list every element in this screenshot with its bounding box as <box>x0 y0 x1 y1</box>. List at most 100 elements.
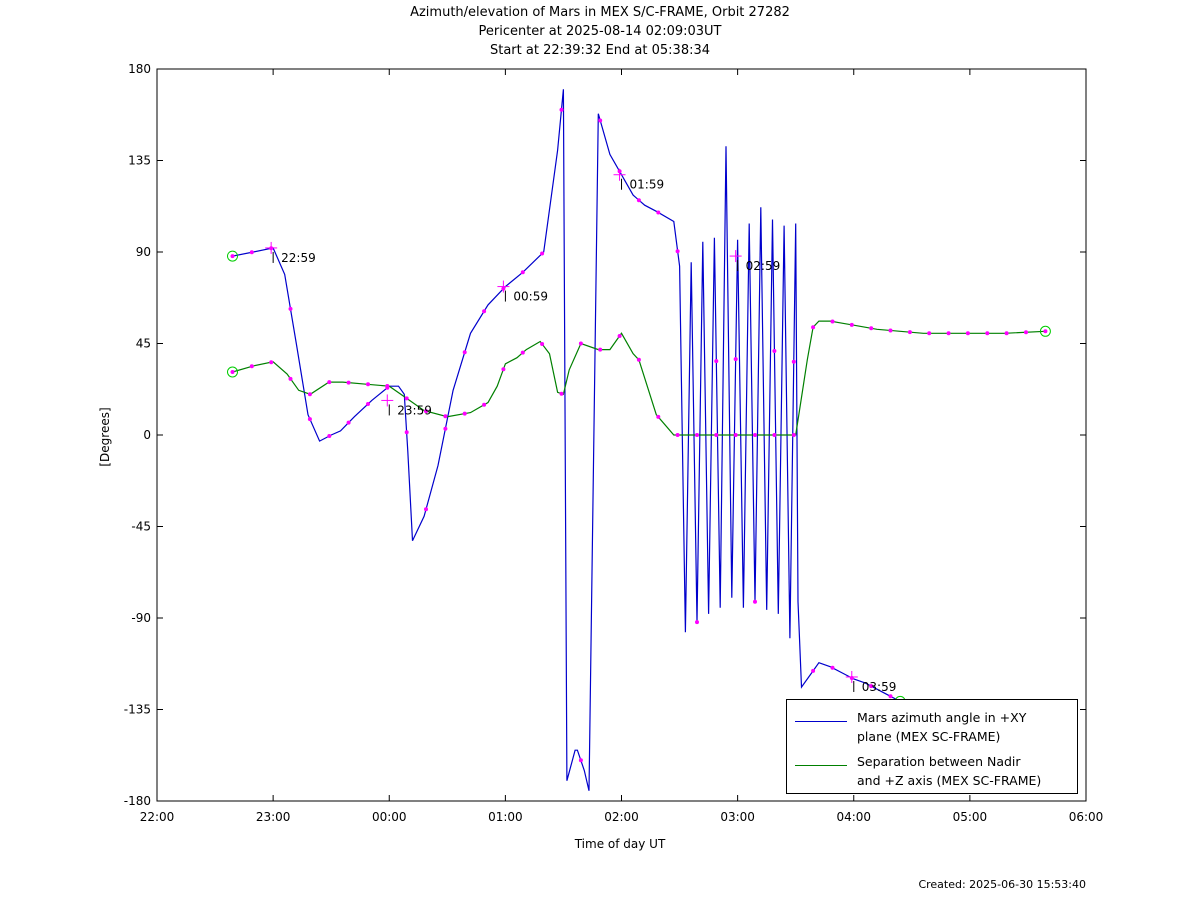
hour-label: 23:59 <box>397 403 432 417</box>
y-axis-label: [Degrees] <box>98 407 112 466</box>
time-annotations: 22:59 23:59 00:59 01:59 02:59 03:59 <box>265 168 897 694</box>
marker-separation <box>888 328 893 333</box>
marker-separation <box>366 382 370 387</box>
marker-separation <box>946 331 951 336</box>
y-tick-label: -135 <box>124 703 151 717</box>
y-tick-label: 180 <box>128 62 151 76</box>
marker-azimuth <box>791 359 796 364</box>
hour-label: 01:59 <box>630 178 665 192</box>
marker-azimuth <box>714 359 719 364</box>
legend-label-azimuth-line2: plane (MEX SC-FRAME) <box>857 729 1001 744</box>
hour-label: 22:59 <box>281 251 316 265</box>
marker-azimuth <box>540 251 545 256</box>
marker-azimuth <box>656 210 661 215</box>
created-timestamp: Created: 2025-06-30 15:53:40 <box>918 878 1086 891</box>
legend-label-azimuth-line1: Mars azimuth angle in +XY <box>857 710 1027 725</box>
axis-ticks: 22:00 23:00 00:00 01:00 02:00 03:00 04:00 05:00… <box>124 62 1104 824</box>
endpoint-marker <box>1039 325 1051 337</box>
legend-label-separation-line1: Separation between Nadir <box>857 754 1021 769</box>
x-tick-label: 04:00 <box>836 810 871 824</box>
x-tick-label: 03:00 <box>720 810 755 824</box>
x-tick-label: 02:00 <box>604 810 639 824</box>
marker-separation <box>656 414 661 419</box>
endpoint-marker <box>227 250 238 262</box>
marker-separation <box>540 342 545 346</box>
marker-separation <box>288 376 293 381</box>
marker-separation <box>636 357 641 362</box>
marker-azimuth <box>636 198 641 203</box>
marker-azimuth <box>888 694 893 699</box>
marker-azimuth <box>288 306 293 311</box>
marker-azimuth <box>598 118 603 123</box>
y-tick-label: 0 <box>143 428 151 442</box>
marker-separation <box>327 380 332 385</box>
marker-separation <box>985 331 990 336</box>
marker-separation <box>404 396 409 401</box>
marker-separation <box>249 364 254 369</box>
marker-separation <box>1043 329 1048 334</box>
marker-separation <box>520 350 525 355</box>
marker-separation <box>462 411 467 416</box>
x-tick-label: 01:00 <box>488 810 523 824</box>
legend-swatch-azimuth <box>795 721 847 722</box>
marker-separation <box>443 414 448 419</box>
marker-separation <box>424 409 428 414</box>
legend-swatch-separation <box>795 765 847 766</box>
marker-separation <box>849 322 854 327</box>
series-line-azimuth <box>232 89 901 791</box>
marker-azimuth <box>404 430 409 435</box>
chart-title: Azimuth/elevation of Mars in MEX S/C-FRA… <box>410 5 790 20</box>
marker-separation <box>772 433 777 437</box>
marker-azimuth <box>346 420 351 425</box>
marker-separation <box>307 392 312 397</box>
marker-azimuth <box>578 758 583 763</box>
series-markers <box>227 107 1051 763</box>
x-tick-label: 06:00 <box>1069 810 1104 824</box>
x-tick-label: 23:00 <box>256 810 291 824</box>
marker-separation <box>927 331 932 336</box>
marker-separation <box>830 319 835 324</box>
marker-separation <box>559 391 564 396</box>
marker-separation <box>753 433 757 437</box>
marker-separation <box>501 367 506 372</box>
marker-azimuth <box>424 507 428 512</box>
marker-azimuth <box>811 668 816 673</box>
marker-separation <box>907 330 912 335</box>
marker-separation <box>811 325 816 330</box>
marker-separation <box>1024 330 1028 335</box>
marker-separation <box>869 326 874 331</box>
chart-legend: Mars azimuth angle in +XY plane (MEX SC-… <box>786 699 1078 794</box>
marker-azimuth <box>307 417 312 422</box>
marker-separation <box>1004 331 1009 336</box>
marker-azimuth <box>695 620 699 625</box>
hour-label: 00:59 <box>513 290 548 304</box>
chart-subtitle-start-end: Start at 22:39:32 End at 05:38:34 <box>489 43 711 58</box>
marker-azimuth <box>482 309 487 314</box>
marker-azimuth <box>559 107 564 112</box>
series-lines <box>232 89 1046 791</box>
marker-separation <box>695 433 699 437</box>
x-tick-label: 00:00 <box>372 810 407 824</box>
marker-separation <box>733 433 738 437</box>
marker-azimuth <box>462 350 467 355</box>
hour-label: 03:59 <box>862 680 897 694</box>
marker-separation <box>598 347 603 352</box>
hour-label: 02:59 <box>746 259 781 273</box>
x-tick-label: 05:00 <box>953 810 988 824</box>
marker-azimuth <box>443 426 448 431</box>
marker-separation <box>791 433 796 437</box>
marker-separation <box>675 433 680 437</box>
marker-separation <box>482 402 487 407</box>
marker-separation <box>269 360 274 365</box>
legend-label-separation-line2: and +Z axis (MEX SC-FRAME) <box>857 773 1042 788</box>
endpoint-marker <box>227 366 238 378</box>
marker-separation <box>617 334 622 338</box>
y-tick-label: 45 <box>136 337 151 351</box>
marker-azimuth <box>869 684 874 689</box>
marker-azimuth <box>327 434 332 438</box>
y-tick-label: -45 <box>131 520 151 534</box>
y-tick-label: 90 <box>136 245 151 259</box>
marker-azimuth <box>733 357 738 362</box>
marker-separation <box>385 384 390 388</box>
